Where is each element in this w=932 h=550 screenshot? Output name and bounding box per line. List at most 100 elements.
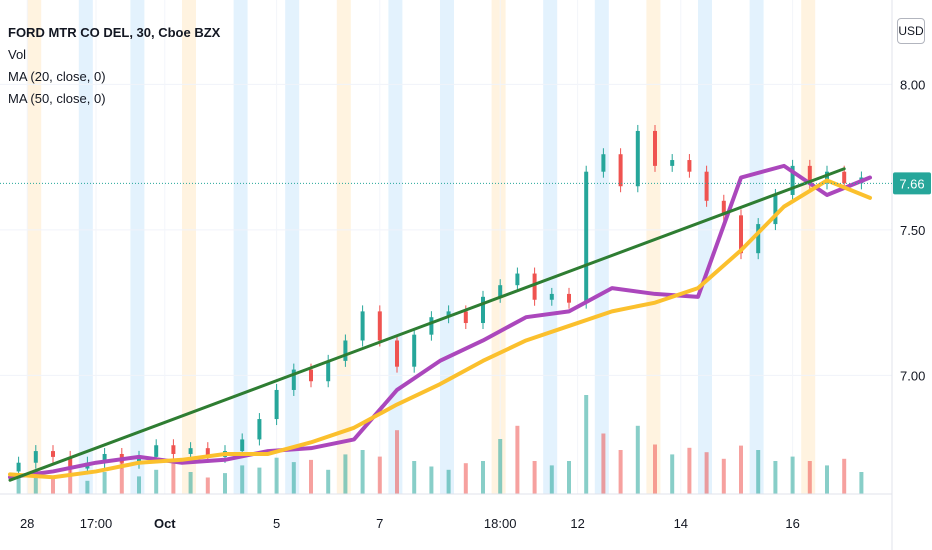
volume-bars — [16, 395, 864, 494]
volume-bar — [102, 472, 107, 494]
volume-bar — [205, 477, 210, 494]
candle-body — [463, 311, 468, 324]
volume-bar — [119, 461, 124, 494]
volume-bar — [618, 450, 623, 494]
chart-legend: FORD MTR CO DEL, 30, Cboe BZX Vol MA (20… — [8, 22, 220, 110]
candle-body — [326, 360, 331, 382]
session-band — [801, 0, 816, 494]
session-band — [594, 0, 609, 494]
candle-body — [549, 293, 554, 300]
session-band — [491, 0, 506, 494]
volume-bar — [687, 447, 692, 494]
candle-body — [137, 456, 141, 463]
candle-body — [773, 194, 778, 225]
legend-ma50[interactable]: MA (50, close, 0) — [8, 91, 106, 106]
volume-bar — [842, 458, 847, 494]
volume-bar — [223, 473, 227, 494]
candle-body — [33, 451, 38, 463]
volume-bar — [498, 439, 503, 494]
candle-body — [653, 130, 657, 166]
session-band — [440, 0, 454, 494]
candle-body — [171, 445, 176, 454]
candle-body — [68, 456, 73, 469]
volume-bar — [825, 465, 829, 494]
price-axis: 8.00 7.50 7.00 — [900, 77, 925, 383]
volume-bar — [309, 459, 313, 494]
candle-body — [790, 165, 795, 195]
volume-bar — [653, 444, 657, 494]
candle-body — [807, 165, 812, 184]
volume-bar — [549, 465, 554, 494]
volume-bar — [859, 472, 864, 494]
indicator-lines — [8, 163, 872, 482]
candle-body — [584, 171, 589, 303]
candle-body — [618, 154, 623, 187]
time-axis[interactable]: 28 17:00 Oct 5 7 18:00 12 14 16 — [20, 516, 800, 531]
session-band — [78, 0, 93, 494]
volume-bar — [274, 457, 279, 494]
candle-body — [567, 293, 571, 303]
session-band — [543, 0, 558, 494]
session-bands — [27, 0, 816, 494]
session-band — [27, 0, 42, 494]
candle-body — [395, 340, 399, 367]
symbol-title[interactable]: FORD MTR CO DEL, 30, Cboe BZX — [8, 25, 221, 40]
volume-bar — [635, 425, 640, 494]
volume-bar — [33, 469, 38, 494]
volume-bar — [326, 469, 331, 494]
ma20-line — [8, 163, 872, 480]
candle-body — [257, 419, 262, 440]
candle-body — [360, 311, 365, 341]
candle-body — [739, 215, 743, 254]
session-band — [130, 0, 145, 494]
volume-bar — [567, 461, 571, 494]
volume-bar — [704, 452, 709, 494]
volume-bar — [446, 469, 451, 494]
candle-body — [825, 171, 829, 184]
candle-body — [343, 340, 348, 361]
volume-bar — [739, 445, 743, 494]
volume-bar — [257, 467, 262, 494]
volume-bar — [532, 461, 537, 494]
time-tick-label: 7 — [376, 516, 383, 531]
time-tick-label: 18:00 — [484, 516, 517, 531]
volume-bar — [481, 461, 485, 494]
price-badge-bg — [893, 172, 931, 195]
candle-body — [188, 448, 193, 454]
time-tick-label: 5 — [273, 516, 280, 531]
candle-body — [601, 154, 606, 172]
candle-body — [51, 451, 55, 457]
volume-bar — [343, 454, 348, 494]
volume-bar — [377, 456, 382, 494]
legend-vol[interactable]: Vol — [8, 47, 27, 62]
candle-body — [309, 369, 313, 382]
legend-ma20[interactable]: MA (20, close, 0) — [8, 69, 106, 84]
candle-body — [721, 200, 726, 216]
volume-bar — [291, 462, 296, 494]
candle-body — [240, 439, 245, 452]
volume-bar — [360, 450, 365, 494]
price-badge: 7.66 — [893, 172, 931, 195]
volume-bar — [584, 395, 589, 494]
time-tick-label: 28 — [20, 516, 34, 531]
candle-body — [291, 369, 296, 390]
session-band — [182, 0, 196, 494]
volume-bar — [515, 425, 520, 494]
candle-body — [16, 462, 21, 472]
volume-bar — [51, 478, 55, 494]
session-band — [233, 0, 248, 494]
session-band — [646, 0, 661, 494]
time-tick-label: Oct — [154, 516, 176, 531]
volume-bar — [395, 430, 399, 494]
candle-body — [274, 389, 279, 420]
price-tick-label: 8.00 — [900, 77, 925, 92]
candle-body — [635, 130, 640, 187]
currency-button[interactable]: USD — [897, 18, 925, 44]
volume-bar — [670, 454, 675, 494]
time-tick-label: 16 — [785, 516, 799, 531]
candle-body — [498, 285, 503, 297]
volume-bar — [790, 456, 795, 494]
time-tick-label: 17:00 — [80, 516, 113, 531]
volume-bar — [188, 472, 193, 494]
